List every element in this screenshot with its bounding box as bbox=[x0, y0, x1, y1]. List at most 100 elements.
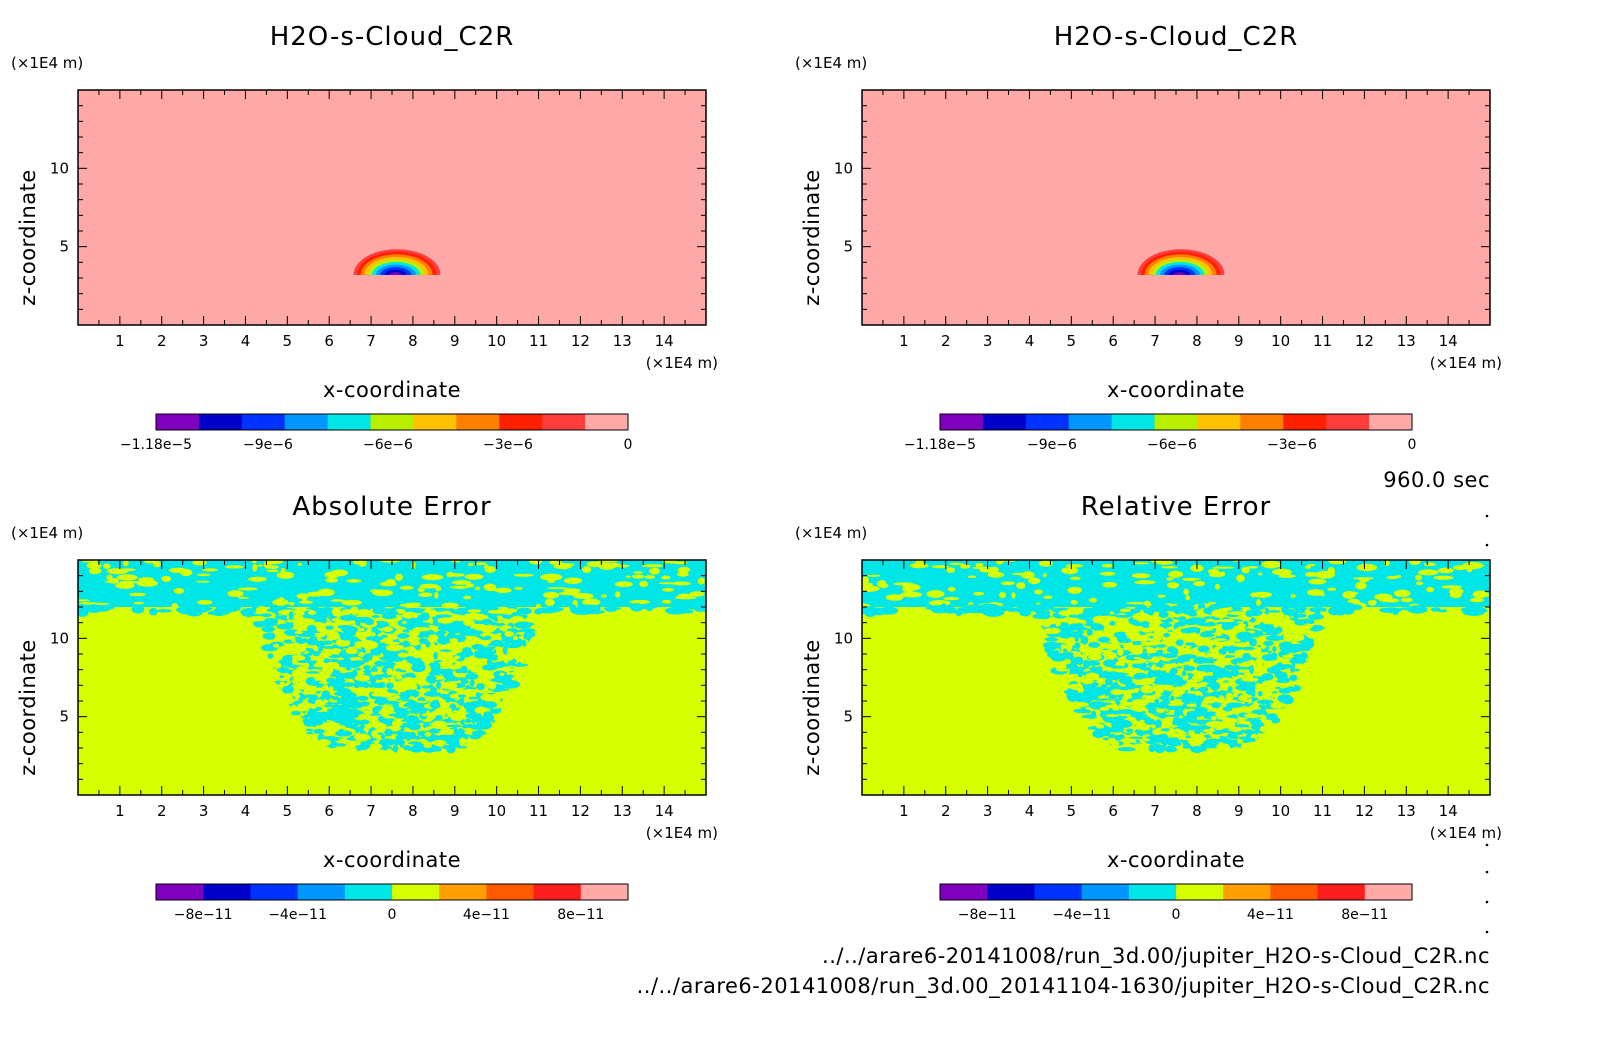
error-pattern-blob bbox=[398, 652, 409, 658]
error-pattern-blob bbox=[320, 695, 335, 699]
band-speckle bbox=[1393, 589, 1411, 598]
colorbar-swatch bbox=[198, 414, 243, 430]
band-speckle bbox=[144, 560, 155, 564]
colorbar-tick-label: −1.18e−5 bbox=[904, 437, 976, 453]
band-edge bbox=[186, 605, 211, 613]
band-speckle bbox=[317, 588, 335, 597]
band-edge bbox=[446, 608, 455, 612]
error-pattern-blob bbox=[1127, 662, 1132, 671]
error-pattern-blob bbox=[388, 713, 405, 717]
band-speckle bbox=[662, 587, 675, 592]
colorbar-swatch bbox=[940, 884, 988, 900]
x-tick-label: 11 bbox=[529, 802, 548, 820]
error-pattern-blob bbox=[1226, 715, 1239, 718]
error-pattern-blob bbox=[1119, 608, 1131, 613]
error-pattern-blob bbox=[290, 654, 306, 661]
margin-dot bbox=[1485, 870, 1489, 874]
x-tick-label: 2 bbox=[157, 802, 167, 820]
band-speckle bbox=[572, 593, 594, 599]
band-speckle bbox=[658, 582, 676, 585]
band-edge bbox=[629, 603, 644, 612]
error-pattern-blob bbox=[469, 679, 475, 687]
error-pattern-blob bbox=[1094, 649, 1102, 653]
colorbar-swatch bbox=[1081, 884, 1130, 900]
band-speckle bbox=[1417, 569, 1439, 576]
error-pattern-blob bbox=[341, 609, 352, 615]
error-pattern-blob bbox=[433, 651, 438, 660]
error-pattern-blob bbox=[1110, 640, 1121, 644]
error-pattern-blob bbox=[385, 609, 399, 616]
x-tick-label: 5 bbox=[1067, 802, 1077, 820]
error-pattern-blob bbox=[1042, 622, 1051, 628]
band-speckle bbox=[225, 565, 244, 569]
band-edge bbox=[131, 605, 145, 614]
colorbar-swatch bbox=[156, 884, 204, 900]
error-pattern-blob bbox=[1083, 609, 1099, 619]
error-pattern-blob bbox=[392, 744, 399, 753]
cloud-contour-band bbox=[389, 272, 402, 275]
error-pattern-blob bbox=[1138, 725, 1150, 731]
error-pattern-blob bbox=[1229, 735, 1239, 739]
error-pattern-blob bbox=[276, 668, 288, 672]
band-speckle bbox=[421, 574, 444, 581]
error-pattern-blob bbox=[1216, 743, 1231, 750]
error-pattern-blob bbox=[1187, 611, 1198, 617]
colorbar-swatch bbox=[499, 414, 543, 430]
error-pattern-blob bbox=[1184, 642, 1197, 646]
x-tick-label: 9 bbox=[1234, 802, 1244, 820]
error-pattern-blob bbox=[411, 745, 427, 752]
band-speckle bbox=[251, 560, 257, 564]
x-axis-label: x-coordinate bbox=[323, 848, 461, 872]
error-pattern-blob bbox=[497, 655, 514, 661]
colorbar-swatch bbox=[1068, 414, 1113, 430]
band-edge bbox=[925, 606, 944, 610]
error-pattern-blob bbox=[1223, 629, 1238, 635]
error-pattern-blob bbox=[418, 679, 427, 687]
error-pattern-blob bbox=[1159, 667, 1172, 672]
error-pattern-blob bbox=[429, 686, 438, 694]
error-pattern-blob bbox=[464, 662, 478, 667]
band-speckle bbox=[1042, 573, 1047, 578]
x-axis-label: x-coordinate bbox=[1107, 378, 1245, 402]
error-pattern-blob bbox=[1137, 714, 1148, 717]
band-speckle bbox=[582, 566, 592, 574]
error-pattern-blob bbox=[1118, 675, 1133, 685]
band-edge bbox=[1430, 607, 1441, 612]
error-pattern-blob bbox=[1228, 741, 1239, 748]
error-pattern-blob bbox=[1211, 609, 1227, 618]
error-pattern-blob bbox=[421, 713, 440, 717]
band-speckle bbox=[902, 586, 915, 593]
band-speckle bbox=[129, 592, 146, 597]
band-speckle bbox=[540, 573, 563, 581]
band-speckle bbox=[1308, 578, 1327, 585]
band-edge bbox=[1006, 607, 1018, 612]
x-tick-label: 1 bbox=[115, 802, 125, 820]
band-speckle bbox=[549, 560, 562, 565]
band-speckle bbox=[86, 562, 102, 569]
colorbar-swatch bbox=[413, 414, 457, 430]
band-speckle bbox=[417, 587, 425, 593]
band-speckle bbox=[446, 571, 455, 578]
colorbar-swatch bbox=[542, 414, 586, 430]
error-pattern-blob bbox=[350, 670, 358, 677]
error-pattern-blob bbox=[1189, 733, 1202, 739]
error-pattern-blob bbox=[369, 743, 383, 750]
error-pattern-blob bbox=[1232, 665, 1241, 671]
band-speckle bbox=[544, 598, 555, 607]
y-unit-label: (×1E4 m) bbox=[795, 54, 867, 72]
error-pattern-blob bbox=[475, 714, 482, 719]
margin-dot bbox=[1485, 543, 1489, 547]
band-speckle bbox=[196, 580, 210, 583]
error-pattern-blob bbox=[1065, 643, 1073, 652]
error-pattern-blob bbox=[1215, 698, 1230, 704]
error-pattern-blob bbox=[1247, 698, 1253, 704]
error-pattern-blob bbox=[1172, 689, 1187, 692]
error-pattern-blob bbox=[354, 660, 365, 666]
band-speckle bbox=[192, 560, 207, 566]
y-tick-label: 5 bbox=[843, 708, 853, 726]
band-speckle bbox=[1168, 570, 1184, 578]
error-pattern-blob bbox=[295, 636, 308, 644]
error-pattern-blob bbox=[1084, 672, 1100, 681]
error-pattern-blob bbox=[394, 668, 403, 672]
